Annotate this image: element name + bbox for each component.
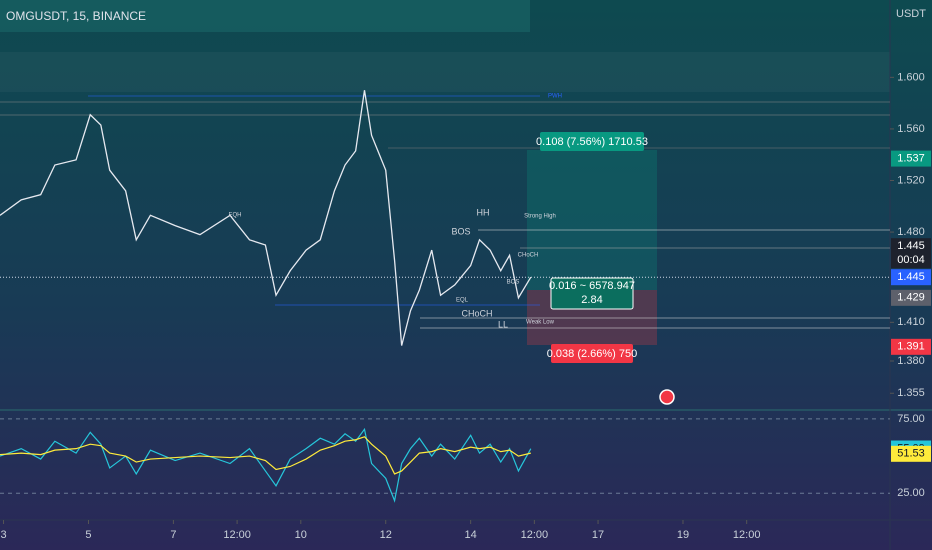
y-tick-label: 1.355: [897, 387, 925, 399]
osc-signal: [0, 436, 531, 475]
annotation: PWH: [548, 94, 562, 100]
zone: [0, 52, 890, 92]
annotation: LL: [498, 319, 508, 329]
price-tag: [891, 238, 931, 269]
annotation: CHoCH: [518, 253, 539, 259]
flag-icon[interactable]: [659, 389, 675, 405]
price-tag-label: 1.537: [897, 152, 925, 164]
y-axis-label: USDT: [896, 8, 926, 20]
center-box: [550, 277, 634, 310]
x-tick-label: 19: [677, 529, 689, 541]
annotation: CHoCH: [461, 308, 492, 318]
x-tick-label: 17: [592, 529, 604, 541]
price-tag-note: 00:04: [897, 254, 925, 266]
x-tick-label: 14: [465, 529, 477, 541]
x-tick-label: 7: [170, 529, 176, 541]
y-tick-label: 1.600: [897, 71, 925, 83]
x-tick-label: 12:00: [733, 529, 761, 541]
y-tick-label: 1.410: [897, 316, 925, 328]
x-tick-label: 3: [0, 529, 6, 541]
annotation: BOS: [507, 280, 520, 286]
osc-tick-label: 75.00: [897, 413, 925, 425]
y-tick-label: 1.560: [897, 123, 925, 135]
osc-line: [0, 427, 532, 503]
price-tag-label: 1.445: [897, 271, 925, 283]
annotation: Strong High: [524, 214, 556, 220]
annotation: EQH: [228, 213, 241, 219]
x-tick-label: 12:00: [521, 529, 549, 541]
price-tag-label: 1.391: [897, 341, 925, 353]
x-tick-label: 12:00: [223, 529, 251, 541]
x-tick-label: 10: [295, 529, 307, 541]
stop-label: 0.038 (2.66%) 750: [547, 348, 638, 360]
price-tag-label: 1.429: [897, 292, 925, 304]
y-tick-label: 1.480: [897, 226, 925, 238]
price-tag-label: 1.445: [897, 240, 925, 252]
osc-tick-label: 25.00: [897, 487, 925, 499]
price-tag: [891, 338, 931, 355]
center-label: 0.016 ~ 6578.947: [549, 280, 635, 292]
annotation: Weak Low: [526, 320, 555, 326]
chart-title: OMGUSDT, 15, BINANCE: [6, 9, 146, 23]
top-band: [0, 0, 530, 32]
annotation: EQL: [456, 298, 469, 304]
y-tick-label: 1.520: [897, 174, 925, 186]
price-tag: [891, 150, 931, 167]
center-label: 2.84: [581, 294, 602, 306]
annotation: BOS: [451, 226, 470, 236]
osc-tag: [891, 445, 931, 462]
osc-tag-label: 51.53: [897, 448, 925, 460]
stop-box: [551, 344, 633, 363]
x-tick-label: 12: [380, 529, 392, 541]
x-tick-label: 5: [85, 529, 91, 541]
annotation: HH: [477, 207, 490, 217]
price-line: [0, 90, 532, 346]
target-box: [540, 132, 644, 151]
y-tick-label: 1.380: [897, 355, 925, 367]
price-tag: [891, 269, 931, 286]
target-zone: [527, 150, 657, 290]
target-label: 0.108 (7.56%) 1710.53: [536, 136, 648, 148]
price-tag: [891, 289, 931, 306]
